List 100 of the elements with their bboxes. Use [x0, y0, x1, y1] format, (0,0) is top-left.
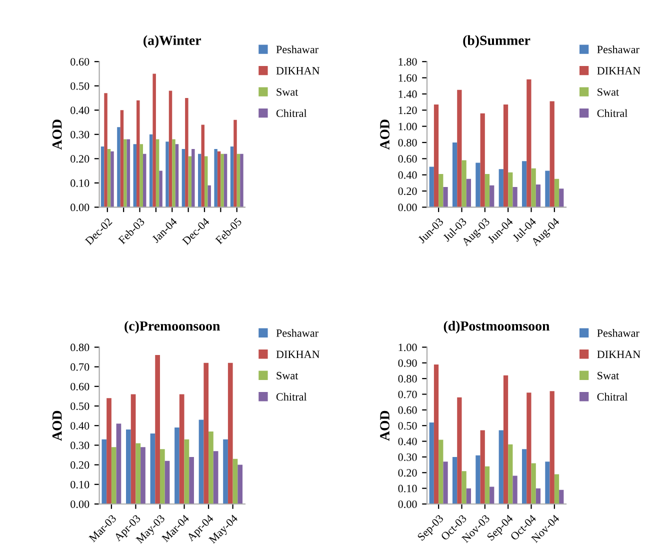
bar	[201, 124, 204, 208]
bar	[189, 456, 194, 504]
bar	[156, 139, 160, 208]
y-tick-label: 0.20	[398, 469, 417, 477]
legend-label: DIKHAN	[276, 67, 320, 74]
bar	[545, 170, 550, 208]
bar	[214, 148, 218, 208]
bar	[166, 142, 169, 208]
legend-label: Swat	[598, 372, 620, 380]
legend-label: Chitral	[597, 392, 628, 401]
bar	[536, 488, 541, 504]
bar	[498, 169, 504, 208]
bar	[434, 364, 439, 504]
bar	[476, 455, 480, 504]
bar	[208, 431, 214, 504]
y-tick-label: 1.00	[398, 122, 417, 130]
y-tick-label: 0.10	[398, 484, 417, 492]
bar	[213, 451, 218, 504]
bar	[452, 142, 458, 208]
bar	[223, 439, 228, 504]
bar	[554, 474, 560, 504]
y-tick-label: 0.10	[70, 480, 90, 488]
bar	[462, 160, 466, 208]
y-tick-label: 0.60	[398, 406, 417, 414]
bar	[204, 362, 209, 504]
y-axis-title: AOD	[380, 410, 390, 441]
bar	[111, 447, 116, 504]
y-tick-label: 0.70	[70, 363, 90, 371]
bar	[512, 186, 518, 208]
bar	[240, 154, 244, 208]
bar	[104, 93, 108, 208]
bar	[204, 156, 208, 208]
bar	[238, 464, 243, 504]
bar	[136, 443, 141, 504]
y-tick-label: 0.50	[70, 402, 90, 410]
bar	[234, 120, 237, 208]
legend-label: DIKHAN	[597, 67, 640, 74]
legend-label: Peshawar	[597, 45, 640, 54]
bar	[107, 148, 111, 208]
y-tick-label: 0.80	[398, 375, 417, 383]
bar	[100, 146, 104, 208]
bar	[230, 146, 234, 208]
y-axis-title: AOD	[380, 120, 390, 150]
bar	[443, 462, 448, 504]
bar	[559, 188, 564, 208]
bar	[559, 490, 564, 504]
bar	[503, 375, 508, 504]
y-tick-label: 0.10	[70, 179, 90, 187]
bar	[155, 355, 160, 504]
bar	[457, 397, 462, 504]
y-tick-label: 0.40	[70, 422, 90, 430]
y-tick-label: 1.20	[398, 106, 417, 114]
bar	[175, 144, 179, 208]
bar	[550, 391, 554, 504]
y-tick-label: 1.00	[398, 344, 417, 352]
bar	[133, 144, 137, 208]
bar	[498, 430, 504, 504]
y-tick-label: 0.00	[70, 204, 90, 212]
legend-label: DIKHAN	[276, 350, 320, 358]
y-tick-label: 0.30	[70, 130, 90, 138]
y-tick-label: 0.80	[70, 344, 90, 352]
bar	[142, 154, 146, 208]
bar	[136, 100, 140, 208]
legend-label: DIKHAN	[597, 350, 640, 358]
bar	[466, 178, 472, 208]
legend-label: Swat	[598, 88, 620, 96]
chart-title: (c)Premoonsoon	[124, 320, 220, 334]
bar	[140, 144, 143, 208]
y-tick-label: 0.40	[398, 438, 417, 446]
bar	[150, 433, 156, 504]
y-tick-label: 0.50	[70, 82, 90, 90]
legend-label: Peshawar	[276, 329, 318, 337]
y-axis-title: AOD	[52, 120, 62, 150]
bar	[236, 154, 240, 208]
bar	[124, 139, 127, 208]
legend-label: Chitral	[276, 392, 307, 401]
bar	[198, 420, 204, 504]
bar	[179, 394, 184, 504]
y-tick-label: 1.80	[398, 58, 417, 66]
y-axis-title: AOD	[52, 410, 62, 441]
y-tick-label: 0.20	[70, 155, 90, 163]
bar	[116, 424, 122, 504]
bar	[554, 178, 560, 208]
bar	[102, 439, 107, 504]
y-tick-label: 0.40	[70, 106, 90, 114]
chart-title: (a)Winter	[144, 35, 202, 48]
legend-label: Swat	[276, 88, 298, 96]
bar	[550, 101, 554, 208]
bar	[106, 398, 112, 504]
bar	[220, 154, 224, 208]
bar	[443, 186, 448, 208]
bar	[480, 113, 485, 208]
y-tick-label: 0.60	[398, 155, 417, 163]
bar	[152, 74, 156, 208]
bar	[480, 430, 485, 504]
bar	[429, 166, 434, 208]
bar	[536, 184, 541, 208]
bar	[232, 458, 238, 504]
chart-title: (d)Postmoomsoon	[444, 320, 550, 334]
bar	[512, 476, 518, 504]
